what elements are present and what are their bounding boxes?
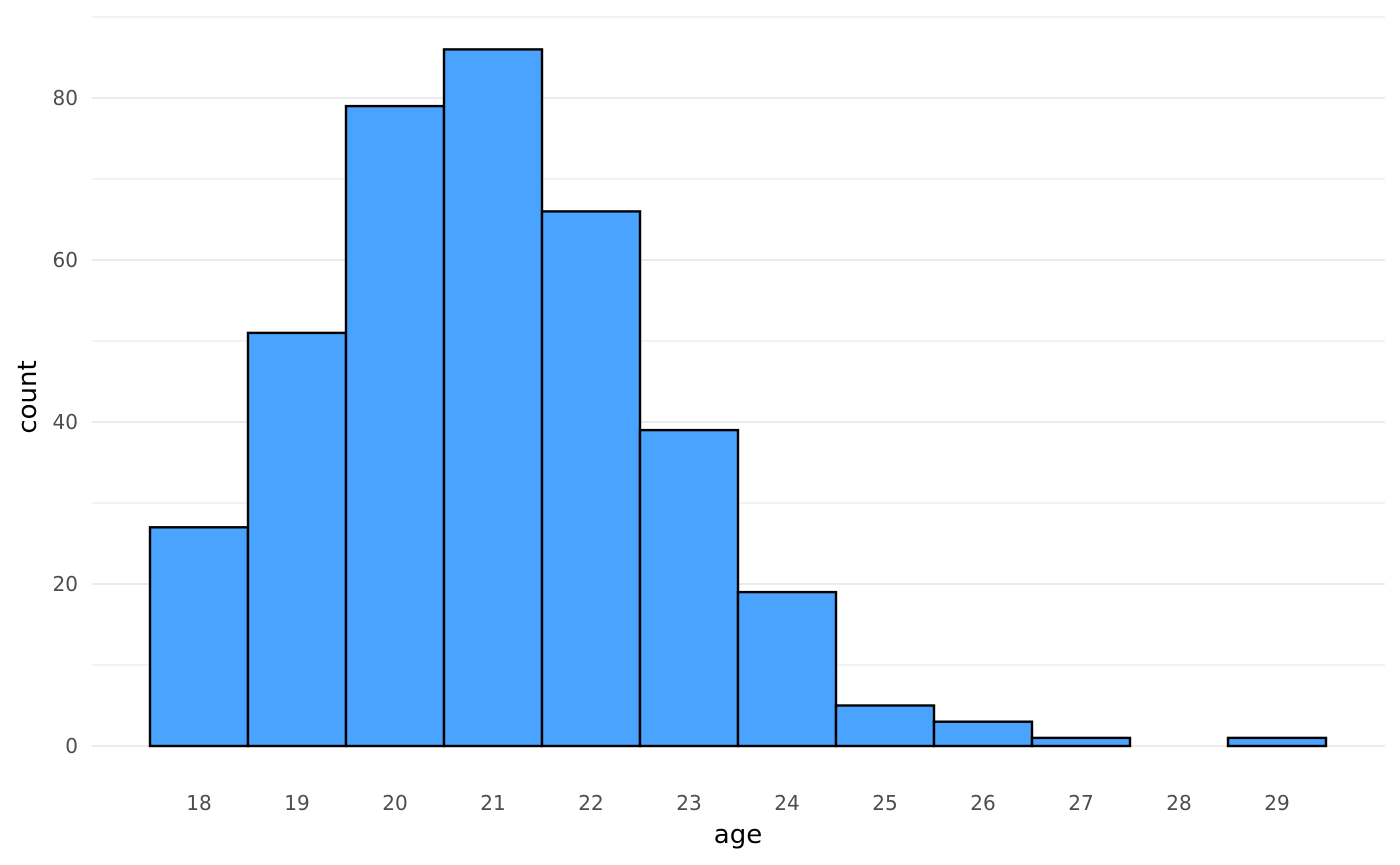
x-tick-label: 21 [480, 791, 505, 815]
histogram-bar [736, 590, 838, 748]
x-tick-label: 25 [872, 791, 897, 815]
x-tick-label: 22 [578, 791, 603, 815]
histogram-bar [1226, 736, 1328, 748]
histogram-bar [344, 104, 446, 748]
bars [148, 48, 1328, 748]
x-tick-label: 24 [774, 791, 799, 815]
y-axis-title: count [13, 360, 43, 433]
y-axis-ticks: 0 20 40 60 80 [53, 86, 78, 758]
histogram-bar [834, 704, 936, 748]
x-tick-label: 18 [186, 791, 211, 815]
y-tick-label: 60 [53, 248, 78, 272]
y-tick-label: 80 [53, 86, 78, 110]
x-tick-label: 26 [970, 791, 995, 815]
x-tick-label: 27 [1068, 791, 1093, 815]
x-tick-label: 19 [284, 791, 309, 815]
histogram-bar [638, 428, 740, 748]
x-axis-title: age [714, 820, 762, 850]
x-tick-label: 28 [1166, 791, 1191, 815]
histogram-bar [148, 526, 250, 748]
x-tick-label: 29 [1264, 791, 1289, 815]
y-tick-label: 20 [53, 572, 78, 596]
x-axis-ticks: 18 19 20 21 22 23 24 25 26 27 28 29 [186, 791, 1289, 815]
x-tick-label: 20 [382, 791, 407, 815]
histogram-bar [540, 210, 642, 748]
y-tick-label: 40 [53, 410, 78, 434]
x-tick-label: 23 [676, 791, 701, 815]
histogram-bar [246, 331, 348, 748]
y-tick-label: 0 [65, 734, 78, 758]
histogram-bar [932, 720, 1034, 748]
histogram-bar [442, 48, 544, 748]
histogram-bar [1030, 736, 1132, 748]
